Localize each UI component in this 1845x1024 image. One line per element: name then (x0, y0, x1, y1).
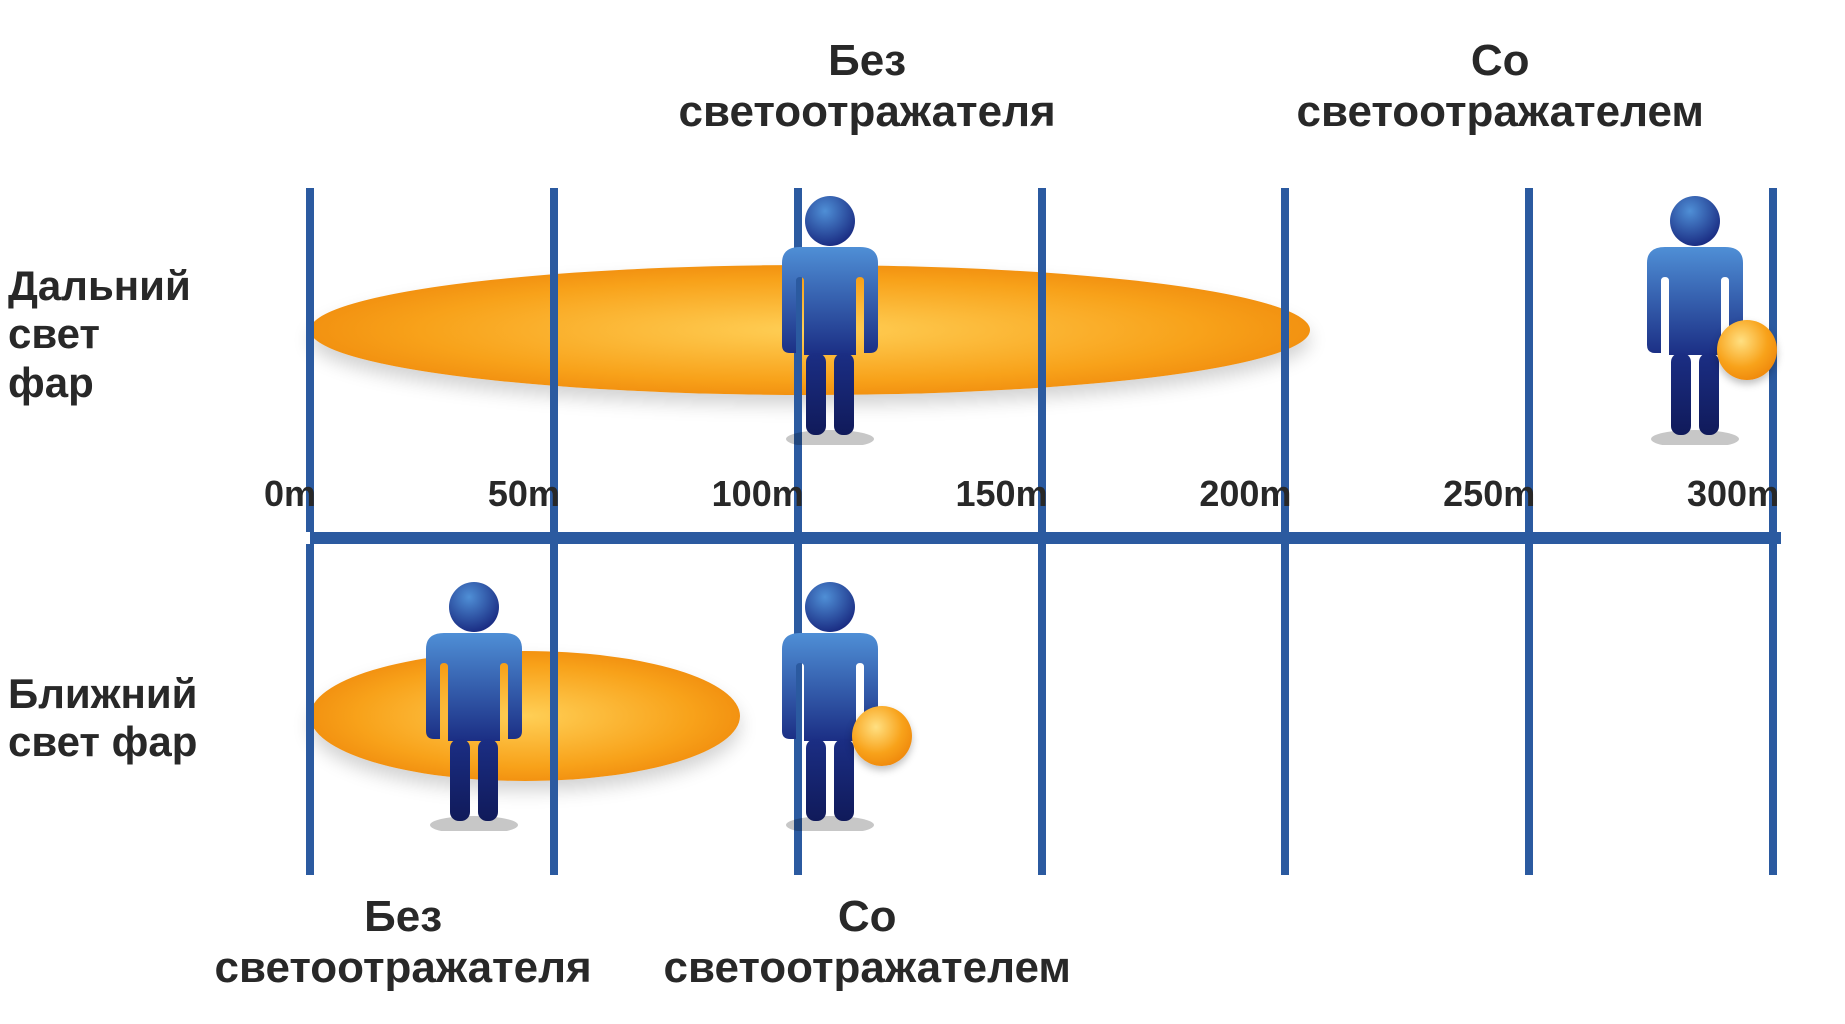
tick-label-150m: 150m (956, 476, 1048, 512)
reflector-low_with (852, 706, 912, 766)
tick-label-300m: 300m (1687, 476, 1779, 512)
person-low_without (404, 581, 544, 831)
top-label-without-reflector: Без светоотражателя (679, 36, 1056, 137)
tick-label-50m: 50m (488, 476, 560, 512)
diagram-canvas: Дальний свет фар Ближний свет фар Без св… (0, 0, 1845, 1024)
tick-lower-150m (1038, 544, 1046, 875)
top-label-with-reflector: Со светоотражателем (1297, 36, 1704, 137)
tick-lower-50m (550, 544, 558, 875)
tick-lower-0m (306, 544, 314, 875)
bottom-label-with-reflector: Со светоотражателем (664, 892, 1071, 993)
tick-lower-300m (1769, 544, 1777, 875)
tick-label-0m: 0m (264, 476, 316, 512)
bottom-label-without-reflector: Без светоотражателя (215, 892, 592, 993)
person-high_without (760, 195, 900, 445)
tick-label-200m: 200m (1199, 476, 1291, 512)
row-label-high-beam: Дальний свет фар (8, 262, 191, 407)
tick-label-100m: 100m (712, 476, 804, 512)
tick-lower-250m (1525, 544, 1533, 875)
tick-label-250m: 250m (1443, 476, 1535, 512)
axis-center-line (310, 532, 1781, 544)
row-label-low-beam: Ближний свет фар (8, 670, 197, 767)
tick-lower-200m (1281, 544, 1289, 875)
reflector-high_with (1717, 320, 1777, 380)
